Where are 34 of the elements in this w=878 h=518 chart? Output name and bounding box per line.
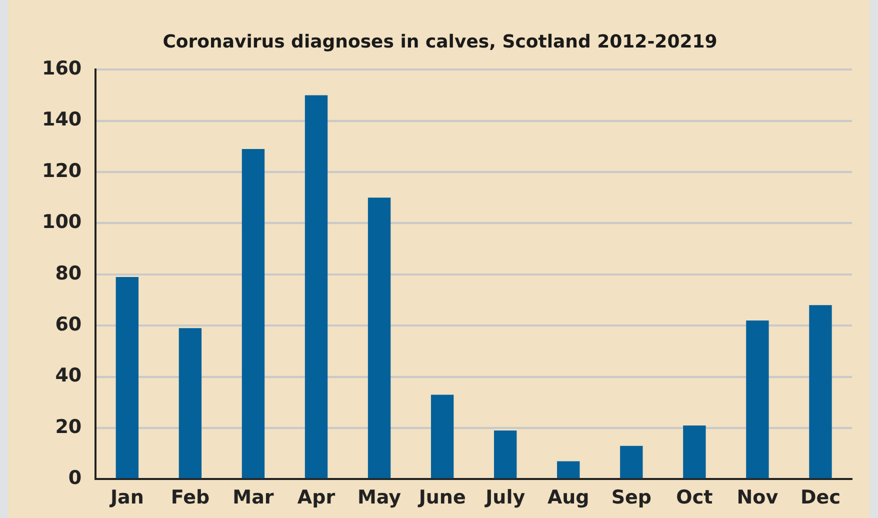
x-tick-label: Nov — [736, 486, 779, 509]
bar — [494, 430, 517, 478]
x-tick-label: Mar — [232, 486, 274, 509]
x-tick-label: May — [358, 486, 402, 509]
bar — [683, 425, 706, 478]
y-tick-label: 160 — [42, 58, 82, 80]
bar — [430, 394, 454, 478]
bar — [620, 446, 643, 478]
chart-title: Coronavirus diagnoses in calves, Scotland 2012-20219 — [162, 31, 718, 52]
y-tick-label: 80 — [55, 262, 82, 284]
bar — [178, 328, 202, 478]
x-tick-label: July — [484, 486, 526, 509]
x-tick-label: Oct — [676, 486, 713, 509]
bar — [242, 148, 265, 478]
y-tick-label: 20 — [55, 416, 82, 438]
y-tick-label: 60 — [55, 314, 82, 336]
y-tick-label: 120 — [42, 160, 82, 182]
x-tick-label: Aug — [547, 486, 590, 509]
bar — [809, 305, 832, 478]
y-tick-label: 100 — [42, 211, 82, 234]
x-tick-label: Jan — [108, 486, 144, 509]
x-tick-label: Dec — [800, 486, 840, 509]
y-tick-label: 0 — [68, 467, 82, 490]
x-tick-label: June — [416, 486, 466, 509]
x-tick-label: Apr — [297, 486, 336, 509]
bar — [116, 276, 139, 478]
x-tick-label: Sep — [611, 486, 652, 509]
bar — [557, 461, 580, 478]
y-tick-label: 140 — [42, 108, 82, 131]
bar — [746, 320, 769, 478]
bar — [368, 198, 391, 478]
x-tick-label: Feb — [170, 486, 210, 509]
y-tick-label: 40 — [55, 364, 82, 387]
bar — [304, 95, 328, 478]
